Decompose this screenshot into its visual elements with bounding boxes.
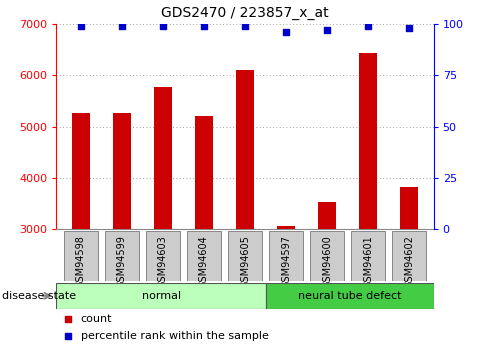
Text: count: count [81,314,112,324]
Point [364,23,372,29]
Bar [195,116,213,229]
Text: GSM94604: GSM94604 [199,235,209,288]
Text: GSM94603: GSM94603 [158,235,168,288]
Text: GSM94598: GSM94598 [76,235,86,288]
Text: percentile rank within the sample: percentile rank within the sample [81,331,269,341]
FancyBboxPatch shape [392,231,426,281]
Text: GSM94597: GSM94597 [281,235,291,288]
FancyBboxPatch shape [64,231,98,281]
Bar [113,113,131,229]
FancyBboxPatch shape [269,231,303,281]
Bar [72,113,90,229]
Bar [236,70,254,229]
FancyBboxPatch shape [105,231,139,281]
Text: GSM94605: GSM94605 [240,235,250,288]
Bar [400,187,418,229]
Bar [277,226,295,229]
Bar [318,202,336,229]
Bar [359,53,377,229]
FancyBboxPatch shape [351,231,385,281]
Text: GSM94599: GSM94599 [117,235,127,288]
FancyBboxPatch shape [56,283,266,309]
FancyBboxPatch shape [187,231,221,281]
FancyBboxPatch shape [266,283,434,309]
Text: disease state: disease state [2,291,76,301]
Text: GSM94601: GSM94601 [363,235,373,288]
Point [118,23,126,29]
Point [344,120,352,126]
Text: normal: normal [142,291,181,301]
FancyBboxPatch shape [228,231,262,281]
FancyBboxPatch shape [310,231,344,281]
Point [344,273,352,278]
Point [159,23,167,29]
Point [282,30,290,35]
Point [323,28,331,33]
Point [405,26,413,31]
FancyBboxPatch shape [146,231,180,281]
Point [200,23,208,29]
Bar [154,87,172,229]
Point [241,23,249,29]
Text: GSM94602: GSM94602 [404,235,414,288]
Point [77,23,85,29]
Text: neural tube defect: neural tube defect [298,291,402,301]
Text: GSM94600: GSM94600 [322,235,332,288]
Title: GDS2470 / 223857_x_at: GDS2470 / 223857_x_at [161,6,329,20]
